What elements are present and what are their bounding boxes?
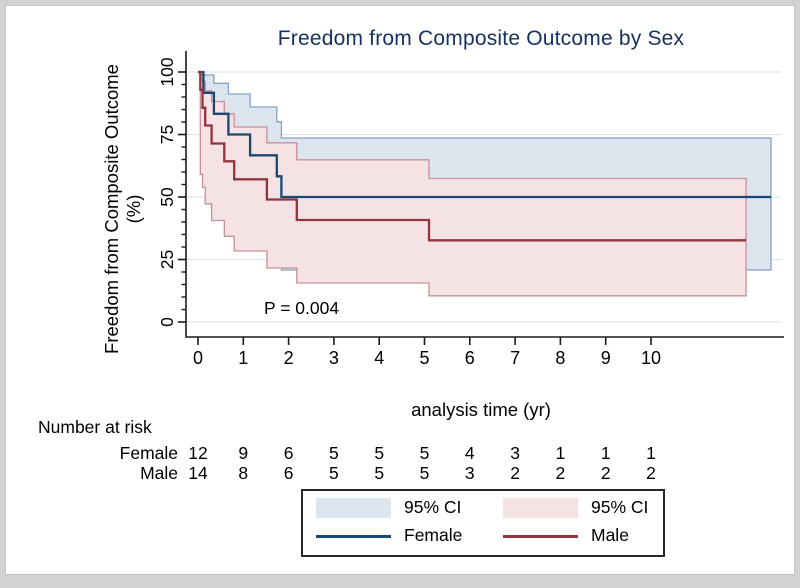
x-tick-label: 0 <box>193 348 203 368</box>
risk-value: 5 <box>374 463 385 483</box>
x-tick-label: 7 <box>510 348 520 368</box>
x-tick-label: 6 <box>465 348 475 368</box>
x-tick-label: 5 <box>419 348 429 368</box>
legend-swatch-ci-female <box>316 498 391 518</box>
figure-background: 0 25 50 75 100 0 1 2 3 4 5 6 7 8 9 10 Freedom from Comp… <box>5 5 795 575</box>
y-tick-label: 50 <box>157 187 177 207</box>
risk-value: 5 <box>329 443 339 463</box>
x-tick-label: 2 <box>284 348 294 368</box>
risk-value: 2 <box>646 463 656 483</box>
risk-row-label-female: Female <box>119 443 178 463</box>
risk-value: 5 <box>419 443 430 463</box>
risk-value: 12 <box>188 443 208 463</box>
legend-swatch-line-male <box>503 535 578 538</box>
legend-box: 95% CI 95% CI Female Male <box>301 489 665 557</box>
risk-value: 2 <box>600 463 611 483</box>
x-tick-label: 1 <box>238 348 248 368</box>
km-curve-female <box>198 70 771 199</box>
y-tick-label: 25 <box>157 250 177 269</box>
risk-value: 2 <box>510 463 520 483</box>
risk-value: 9 <box>238 443 249 463</box>
y-tick-label: 0 <box>157 317 177 327</box>
km-curve-male <box>198 70 747 242</box>
y-tick-label: 100 <box>157 57 177 86</box>
chart-title: Freedom from Composite Outcome by Sex <box>277 27 685 50</box>
legend-swatch-ci-male <box>503 498 578 518</box>
km-ci-band-male <box>198 71 747 297</box>
risk-value: 5 <box>329 463 339 483</box>
risk-row-label-male: Male <box>140 463 178 483</box>
risk-value: 1 <box>600 443 611 463</box>
risk-value: 6 <box>283 443 294 463</box>
risk-value: 6 <box>283 463 294 483</box>
y-tick-label: 75 <box>157 125 177 144</box>
legend-label-male: Male <box>591 525 629 545</box>
x-tick-label: 10 <box>641 348 661 368</box>
km-ci-band-female <box>198 71 772 271</box>
legend-swatch-line-female <box>316 535 391 538</box>
x-axis-title: analysis time (yr) <box>411 399 551 420</box>
x-tick-label: 8 <box>555 348 565 368</box>
axis-lines <box>185 51 784 338</box>
x-tick-label: 4 <box>374 348 384 368</box>
risk-value: 2 <box>555 463 566 483</box>
x-tick-label: 9 <box>601 348 611 368</box>
p-value-annotation: P = 0.004 <box>264 298 340 318</box>
risk-value: 8 <box>238 463 249 483</box>
risk-value: 5 <box>419 463 430 483</box>
risk-value: 5 <box>374 443 385 463</box>
risk-value: 14 <box>188 463 208 483</box>
legend-label-ci-male: 95% CI <box>591 497 649 517</box>
risk-value: 3 <box>464 463 475 483</box>
x-tick-label: 3 <box>329 348 339 368</box>
risk-table-title: Number at risk <box>38 417 152 437</box>
y-axis-title: Freedom from Composite Outcome (%) <box>101 64 144 354</box>
legend-label-ci-female: 95% CI <box>404 497 462 517</box>
risk-value: 3 <box>510 443 520 463</box>
risk-value: 1 <box>646 443 656 463</box>
risk-value: 1 <box>555 443 566 463</box>
legend-label-female: Female <box>404 525 463 545</box>
risk-value: 4 <box>464 443 475 463</box>
